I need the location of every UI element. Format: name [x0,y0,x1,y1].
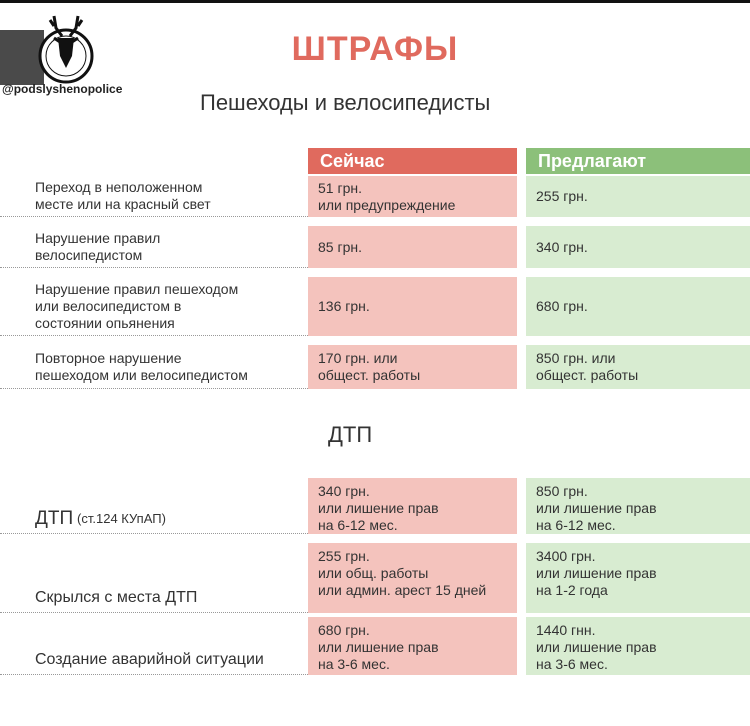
column-header-now: Сейчас [308,148,517,174]
table-row: Нарушение правил пешеходом или велосипед… [0,277,750,336]
fine-now: 340 грн. или лишение прав на 6-12 мес. [308,478,517,534]
fine-proposed: 255 грн. [526,176,750,217]
row-label: Нарушение правил пешеходом или велосипед… [0,277,308,336]
fine-proposed: 1440 гнн. или лишение прав на 3-6 мес. [526,617,750,675]
fine-now: 680 грн. или лишение прав на 3-6 мес. [308,617,517,675]
table-row: Создание аварийной ситуации 680 грн. или… [0,617,750,675]
fine-proposed: 850 грн. или общест. работы [526,345,750,389]
row-label: ДТП (ст.124 КУпАП) [0,478,308,534]
top-bar [0,0,750,3]
column-header-proposed: Предлагают [526,148,750,174]
table-row: ДТП (ст.124 КУпАП) 340 грн. или лишение … [0,478,750,534]
fine-proposed: 850 грн. или лишение прав на 6-12 мес. [526,478,750,534]
fine-now: 136 грн. [308,277,517,336]
instagram-handle: @podslyshenopolice [2,82,123,96]
fine-now: 255 грн. или общ. работы или админ. арес… [308,543,517,613]
section-title-pedestrians: Пешеходы и велосипедисты [200,90,491,115]
table-row: Нарушение правил велосипедистом 85 грн. … [0,226,750,268]
fine-proposed: 3400 грн. или лишение прав на 1-2 года [526,543,750,613]
table-row: Скрылся с места ДТП 255 грн. или общ. ра… [0,543,750,613]
row-label: Нарушение правил велосипедистом [0,226,308,268]
page-title: ШТРАФЫ [291,30,459,68]
row-label: Повторное нарушение пешеходом или велоси… [0,345,308,389]
row-label-main: ДТП [35,508,74,529]
table-row: Переход в неположенном месте или на крас… [0,176,750,217]
row-label-note: (ст.124 КУпАП) [77,511,166,526]
fine-now: 85 грн. [308,226,517,268]
row-label: Создание аварийной ситуации [0,617,308,675]
fine-proposed: 340 грн. [526,226,750,268]
row-label: Переход в неположенном месте или на крас… [0,176,308,217]
deer-logo-icon [38,15,94,84]
fine-now: 51 грн. или предупреждение [308,176,517,217]
fine-now: 170 грн. или общест. работы [308,345,517,389]
fine-proposed: 680 грн. [526,277,750,336]
logo-backdrop [0,30,44,85]
row-label: Скрылся с места ДТП [0,543,308,613]
section-title-dtp: ДТП [328,422,373,447]
table-row: Повторное нарушение пешеходом или велоси… [0,345,750,389]
